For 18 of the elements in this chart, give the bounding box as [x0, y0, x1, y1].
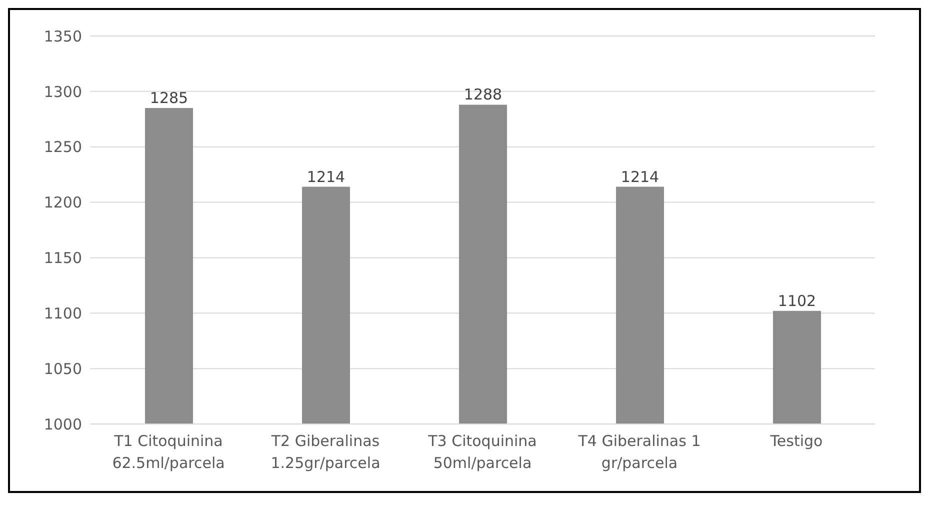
y-tick-label: 1350 — [44, 27, 82, 46]
y-tick-label: 1100 — [44, 304, 82, 322]
x-tick-label: T2 Giberalinas 1.25gr/parcela — [270, 432, 380, 472]
y-tick-label: 1150 — [44, 249, 82, 268]
data-label: 1288 — [464, 86, 502, 104]
x-tick-label: T4 Giberalinas 1 gr/parcela — [577, 432, 701, 472]
y-tick-label: 1000 — [44, 415, 82, 434]
x-tick-label: T1 Citoquinina 62.5ml/parcela — [112, 432, 225, 472]
data-label: 1285 — [150, 89, 188, 108]
y-tick-label: 1250 — [44, 138, 82, 156]
x-tick-label: Testigo — [769, 432, 823, 450]
y-tick-label: 1200 — [44, 194, 82, 212]
x-tick-label: T3 Citoquinina 50ml/parcela — [427, 432, 537, 472]
data-label: 1102 — [778, 292, 816, 310]
data-label: 1214 — [306, 168, 346, 186]
y-tick-label: 1300 — [44, 82, 82, 101]
data-label: 1214 — [620, 168, 660, 186]
y-tick-label: 1050 — [44, 360, 82, 378]
